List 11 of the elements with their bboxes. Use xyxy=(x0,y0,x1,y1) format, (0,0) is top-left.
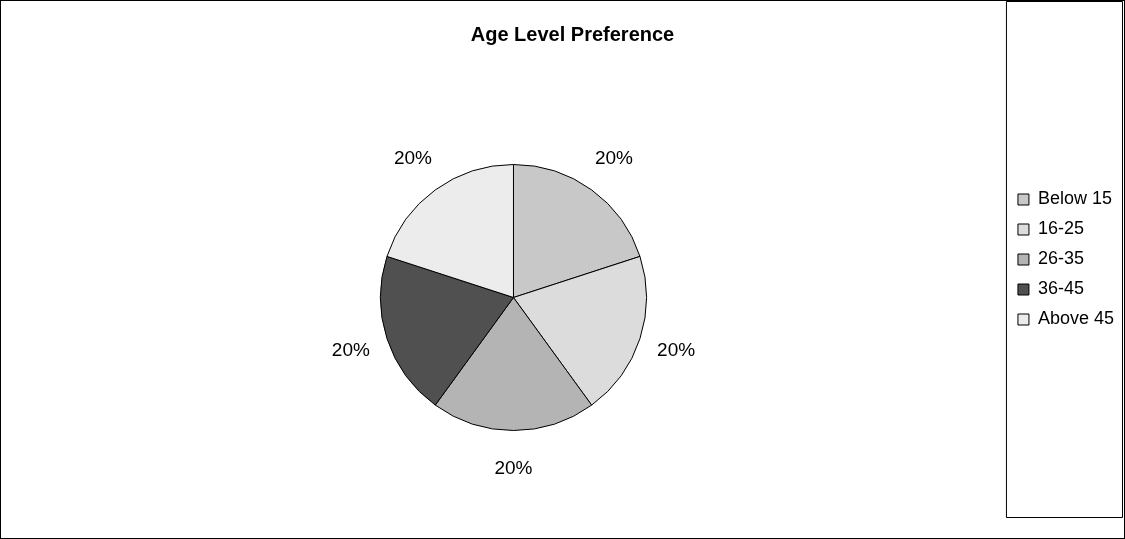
legend-label: Above 45 xyxy=(1037,308,1114,329)
data-label: 20% xyxy=(594,147,634,169)
data-label: 20% xyxy=(494,456,533,478)
data-label: 20% xyxy=(393,147,433,169)
legend-label: 16-25 xyxy=(1037,218,1084,239)
legend-label: 26-35 xyxy=(1037,248,1084,269)
legend-label: Below 15 xyxy=(1037,188,1112,209)
text: Age Level Preference xyxy=(470,22,675,45)
data-label: 20% xyxy=(331,338,370,360)
data-label: 20% xyxy=(657,338,696,360)
legend-label: 36-45 xyxy=(1037,278,1084,299)
